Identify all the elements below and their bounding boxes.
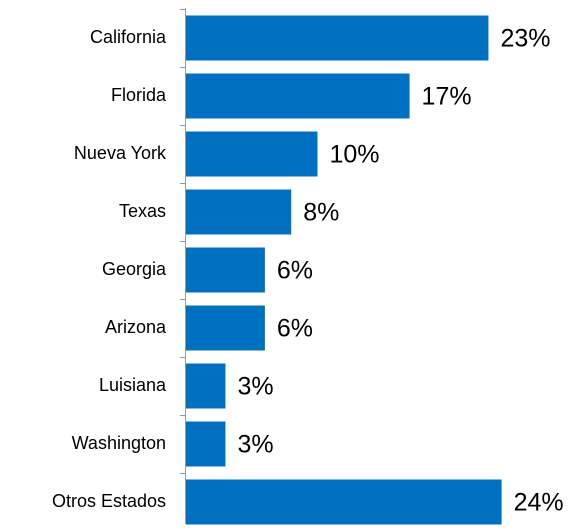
category-label: Texas bbox=[119, 201, 166, 221]
bar bbox=[186, 73, 410, 119]
category-label: California bbox=[90, 27, 167, 47]
data-label: 10% bbox=[330, 141, 380, 169]
data-label: 6% bbox=[277, 315, 313, 343]
data-label: 3% bbox=[237, 373, 273, 401]
bar bbox=[186, 479, 502, 525]
category-label: Luisiana bbox=[99, 375, 167, 395]
data-label: 6% bbox=[277, 257, 313, 285]
bar bbox=[186, 247, 265, 293]
category-label: Nueva York bbox=[74, 143, 167, 163]
bar bbox=[186, 15, 489, 61]
data-label: 3% bbox=[237, 431, 273, 459]
category-label: Washington bbox=[72, 433, 166, 453]
data-label: 8% bbox=[303, 199, 339, 227]
bar bbox=[186, 421, 226, 467]
bar bbox=[186, 363, 226, 409]
bar bbox=[186, 131, 318, 177]
category-label: Florida bbox=[111, 85, 167, 105]
bar bbox=[186, 305, 265, 351]
category-label: Arizona bbox=[105, 317, 167, 337]
bar bbox=[186, 189, 292, 235]
data-label: 23% bbox=[500, 25, 550, 53]
category-label: Georgia bbox=[102, 259, 167, 279]
data-label: 17% bbox=[422, 83, 472, 111]
category-label: Otros Estados bbox=[52, 491, 166, 511]
data-label: 24% bbox=[514, 489, 564, 517]
